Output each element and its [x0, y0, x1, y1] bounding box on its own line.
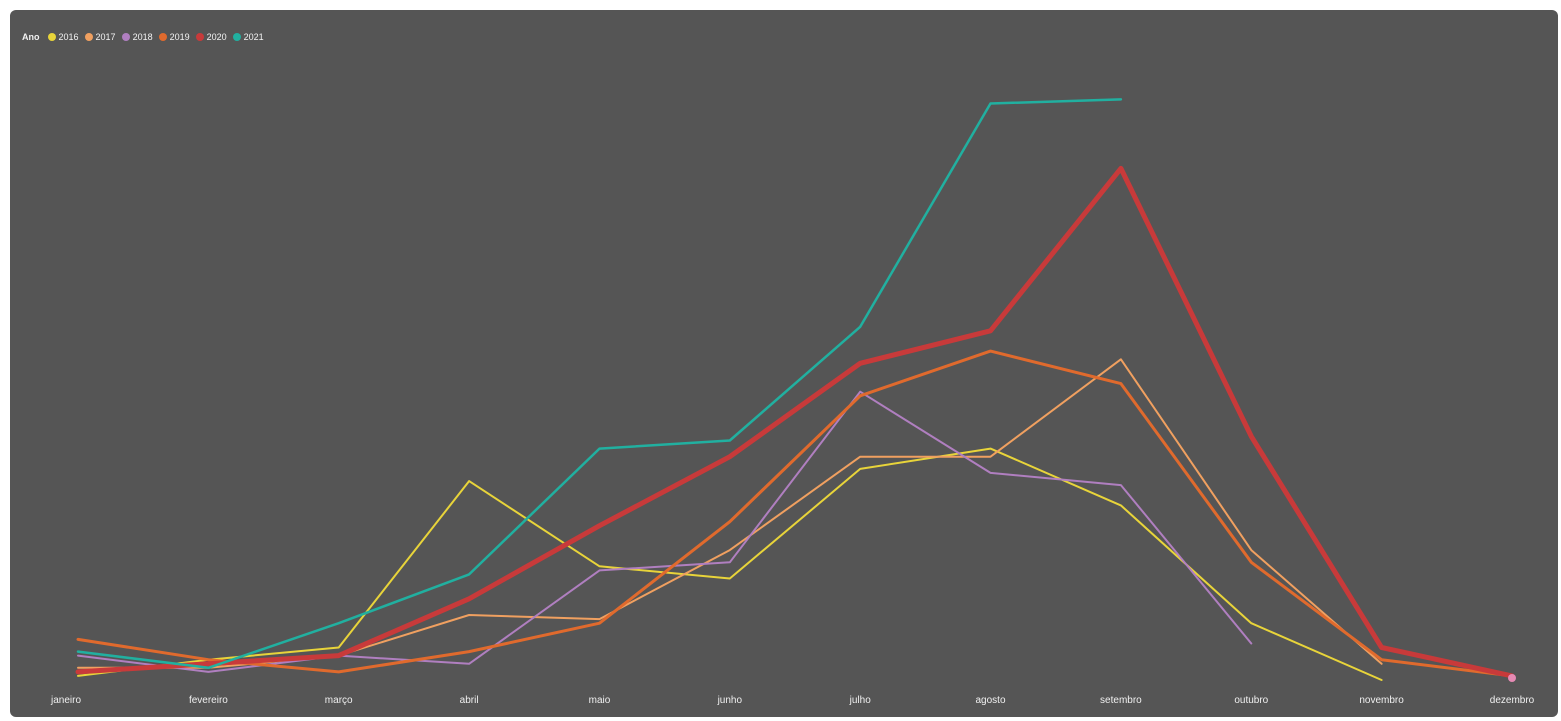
legend: Ano 2016 2017 2018 2019 2020 2021 — [22, 32, 270, 42]
series-line-2016[interactable] — [77, 447, 1383, 681]
legend-label: 2020 — [206, 32, 227, 42]
data-point-2021-setembro[interactable] — [1118, 96, 1124, 102]
data-point-2021-junho[interactable] — [727, 438, 733, 444]
x-tick-label: novembro — [1359, 695, 1404, 706]
legend-label: 2019 — [169, 32, 190, 42]
data-point-2016-outubro[interactable] — [1248, 620, 1254, 626]
data-point-2017-outubro[interactable] — [1248, 547, 1254, 553]
legend-item-2018[interactable]: 2018 — [121, 32, 153, 42]
x-tick-label: julho — [849, 695, 872, 706]
x-tick-label: outubro — [1234, 695, 1268, 706]
data-point-2016-agosto[interactable] — [988, 446, 994, 452]
data-point-2017-abril[interactable] — [466, 612, 472, 618]
data-point-2019-setembro[interactable] — [1118, 381, 1124, 387]
x-tick-label: setembro — [1100, 695, 1142, 706]
legend-label: 2017 — [95, 32, 116, 42]
data-point-2021-julho[interactable] — [857, 324, 863, 330]
x-tick-label: agosto — [975, 695, 1005, 706]
legend-dot — [195, 33, 204, 41]
data-point-2016-julho[interactable] — [857, 466, 863, 472]
data-point-2016-junho[interactable] — [727, 576, 733, 582]
legend-label: 2021 — [243, 32, 264, 42]
data-point-2016-novembro[interactable] — [1379, 677, 1385, 683]
data-point-2021-fevereiro[interactable] — [205, 665, 211, 671]
data-point-2019-novembro[interactable] — [1379, 657, 1385, 663]
data-point-2019-abril[interactable] — [466, 649, 472, 655]
legend-dot — [232, 33, 241, 41]
data-point-2016-abril[interactable] — [466, 478, 472, 484]
data-point-2017-julho[interactable] — [857, 454, 863, 460]
data-point-2020-setembro[interactable] — [1118, 165, 1124, 171]
x-tick-label: janeiro — [50, 695, 81, 706]
series-line-2019[interactable] — [76, 349, 1514, 678]
legend-dot — [158, 33, 167, 41]
data-point-2019-junho[interactable] — [727, 519, 733, 525]
data-point-2018-outubro[interactable] — [1248, 641, 1254, 647]
series-line-2021[interactable] — [76, 98, 1123, 670]
data-point-2020-maio[interactable] — [597, 523, 603, 529]
legend-dot — [121, 33, 130, 41]
data-point-2019-janeiro[interactable] — [75, 636, 81, 642]
data-point-2018-abril[interactable] — [466, 661, 472, 667]
data-point-2020-junho[interactable] — [727, 454, 733, 460]
legend-dot — [84, 33, 93, 41]
data-point-2020-março[interactable] — [336, 653, 342, 659]
legend-dot — [47, 33, 56, 41]
data-point-2020-agosto[interactable] — [988, 328, 994, 334]
data-point-2021-janeiro[interactable] — [75, 649, 81, 655]
end-marker[interactable] — [1508, 674, 1516, 682]
data-point-2019-agosto[interactable] — [988, 348, 994, 354]
x-tick-label: dezembro — [1490, 695, 1535, 706]
legend-item-2021[interactable]: 2021 — [232, 32, 264, 42]
x-tick-label: maio — [589, 695, 611, 706]
series-line-2018[interactable] — [77, 390, 1253, 673]
data-point-2020-janeiro[interactable] — [75, 669, 81, 675]
series-line-2020[interactable] — [75, 165, 1515, 679]
series-line-2017[interactable] — [77, 358, 1383, 669]
data-point-2017-junho[interactable] — [727, 547, 733, 553]
data-point-2017-setembro[interactable] — [1118, 356, 1124, 362]
data-point-2021-abril[interactable] — [466, 571, 472, 577]
data-point-2021-agosto[interactable] — [988, 101, 994, 107]
data-point-2019-maio[interactable] — [597, 620, 603, 626]
data-point-2019-julho[interactable] — [857, 393, 863, 399]
legend-item-2017[interactable]: 2017 — [84, 32, 116, 42]
x-tick-label: junho — [717, 695, 743, 706]
legend-item-2020[interactable]: 2020 — [195, 32, 227, 42]
data-point-2018-setembro[interactable] — [1118, 482, 1124, 488]
data-point-2021-março[interactable] — [336, 620, 342, 626]
data-point-2020-abril[interactable] — [466, 596, 472, 602]
data-point-2016-março[interactable] — [336, 645, 342, 651]
data-point-2020-outubro[interactable] — [1248, 433, 1254, 439]
x-tick-label: março — [325, 695, 353, 706]
data-point-2016-setembro[interactable] — [1118, 502, 1124, 508]
legend-label: 2018 — [132, 32, 153, 42]
data-point-2018-maio[interactable] — [597, 567, 603, 573]
data-point-2020-julho[interactable] — [857, 360, 863, 366]
legend-title: Ano — [22, 32, 40, 42]
chart-panel: Ano 2016 2017 2018 2019 2020 2021 janeiro feve… — [10, 10, 1558, 717]
data-point-2020-novembro[interactable] — [1379, 645, 1385, 651]
data-point-2021-maio[interactable] — [597, 446, 603, 452]
line-chart: janeiro fevereiro março abril maio junho julho… — [50, 96, 1535, 706]
data-point-2018-junho[interactable] — [727, 559, 733, 565]
x-tick-label: fevereiro — [189, 695, 228, 706]
legend-label: 2016 — [58, 32, 79, 42]
data-point-2018-agosto[interactable] — [988, 470, 994, 476]
data-point-2019-março[interactable] — [336, 669, 342, 675]
data-point-2019-outubro[interactable] — [1248, 559, 1254, 565]
x-tick-label: abril — [460, 695, 479, 706]
legend-item-2019[interactable]: 2019 — [158, 32, 190, 42]
data-point-2017-agosto[interactable] — [988, 454, 994, 460]
legend-item-2016[interactable]: 2016 — [47, 32, 79, 42]
